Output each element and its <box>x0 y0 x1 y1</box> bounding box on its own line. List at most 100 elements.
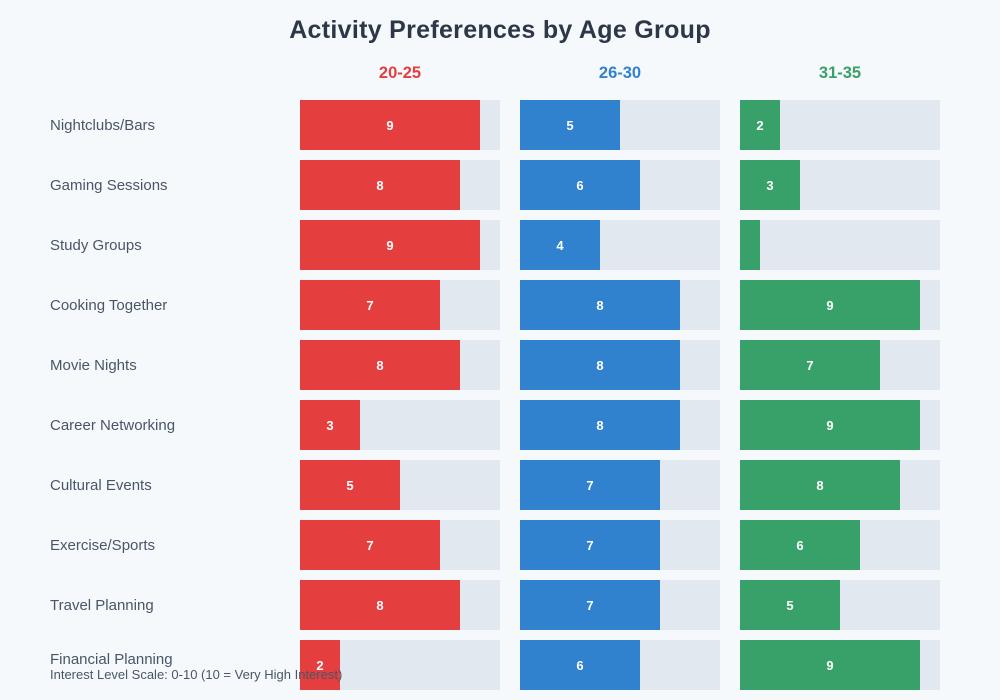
bar-track: 5 <box>300 460 500 510</box>
bar-20-25: 5 <box>300 460 400 510</box>
column-header-31-35: 31-35 <box>818 64 862 82</box>
bar-track: 4 <box>520 220 720 270</box>
bar-track: 2 <box>300 640 500 690</box>
chart-rows: Nightclubs/Bars 9 5 2 Gaming Sessions 8 6 3 Stud… <box>0 100 1000 700</box>
bar-track: 8 <box>300 160 500 210</box>
bar-value: 7 <box>586 597 594 613</box>
bar-track: 8 <box>520 280 720 330</box>
bar-track: 5 <box>740 580 940 630</box>
chart-row: Movie Nights 8 8 7 <box>0 340 1000 400</box>
bar-31-35 <box>740 220 760 270</box>
bar-20-25: 9 <box>300 220 480 270</box>
chart-row: Cooking Together 7 8 9 <box>0 280 1000 340</box>
bar-value: 6 <box>576 657 584 673</box>
bar-value: 9 <box>386 117 394 133</box>
bar-20-25: 8 <box>300 160 460 210</box>
bar-value: 8 <box>596 297 604 313</box>
bar-20-25: 9 <box>300 100 480 150</box>
bar-26-30: 6 <box>520 160 640 210</box>
bar-track: 3 <box>740 160 940 210</box>
activity-label: Nightclubs/Bars <box>50 116 156 134</box>
bar-value: 7 <box>806 357 814 373</box>
bar-20-25: 7 <box>300 520 440 570</box>
bar-track: 7 <box>520 520 720 570</box>
bar-value: 9 <box>826 417 834 433</box>
activity-label: Exercise/Sports <box>50 536 156 554</box>
bar-31-35: 9 <box>740 640 920 690</box>
bar-31-35: 9 <box>740 280 920 330</box>
chart-row: Study Groups 9 4 <box>0 220 1000 280</box>
chart-row: Financial Planning 2 6 9 <box>0 640 1000 700</box>
bar-track <box>740 220 940 270</box>
bar-20-25: 8 <box>300 580 460 630</box>
bar-20-25: 2 <box>300 640 340 690</box>
bar-value: 8 <box>596 417 604 433</box>
column-headers: 20-25 26-30 31-35 <box>300 64 960 83</box>
bar-31-35: 5 <box>740 580 840 630</box>
chart-row: Career Networking 3 8 9 <box>0 400 1000 460</box>
activity-label: Career Networking <box>50 416 176 434</box>
bar-26-30: 7 <box>520 520 660 570</box>
bar-track: 9 <box>740 280 940 330</box>
chart-row: Gaming Sessions 8 6 3 <box>0 160 1000 220</box>
bar-26-30: 8 <box>520 280 680 330</box>
bar-31-35: 3 <box>740 160 800 210</box>
bar-track: 8 <box>300 580 500 630</box>
bar-31-35: 9 <box>740 400 920 450</box>
bar-track: 6 <box>740 520 940 570</box>
bar-value: 6 <box>796 537 804 553</box>
column-header-20-25: 20-25 <box>378 64 422 82</box>
bar-track: 8 <box>300 340 500 390</box>
bar-value: 2 <box>316 657 324 673</box>
bar-value: 7 <box>366 537 374 553</box>
bar-track: 7 <box>300 280 500 330</box>
bar-31-35: 2 <box>740 100 780 150</box>
activity-label: Financial Planning <box>50 650 173 668</box>
bar-track: 7 <box>300 520 500 570</box>
bar-value: 3 <box>326 417 334 433</box>
bar-value: 6 <box>576 177 584 193</box>
column-header-26-30: 26-30 <box>598 64 642 82</box>
bar-track: 8 <box>520 400 720 450</box>
bar-26-30: 8 <box>520 340 680 390</box>
bar-26-30: 8 <box>520 400 680 450</box>
bar-track: 9 <box>740 400 940 450</box>
scale-caption: Interest Level Scale: 0-10 (10 = Very Hi… <box>50 667 343 682</box>
bar-value: 8 <box>816 477 824 493</box>
chart-row: Travel Planning 8 7 5 <box>0 580 1000 640</box>
bar-track: 9 <box>300 220 500 270</box>
bar-26-30: 7 <box>520 460 660 510</box>
bar-value: 7 <box>586 477 594 493</box>
activity-label: Movie Nights <box>50 356 137 374</box>
activity-label: Cooking Together <box>50 296 168 314</box>
activity-label: Cultural Events <box>50 476 152 494</box>
bar-track: 7 <box>520 580 720 630</box>
bar-value: 8 <box>376 177 384 193</box>
activity-label: Travel Planning <box>50 596 154 614</box>
bar-track: 6 <box>520 640 720 690</box>
bar-31-35: 8 <box>740 460 900 510</box>
chart-row: Exercise/Sports 7 7 6 <box>0 520 1000 580</box>
bar-value: 8 <box>596 357 604 373</box>
bar-track: 7 <box>520 460 720 510</box>
bar-20-25: 3 <box>300 400 360 450</box>
bar-track: 8 <box>740 460 940 510</box>
chart-row: Nightclubs/Bars 9 5 2 <box>0 100 1000 160</box>
bar-track: 6 <box>520 160 720 210</box>
bar-26-30: 4 <box>520 220 600 270</box>
bar-value: 5 <box>566 117 574 133</box>
bar-value: 8 <box>376 597 384 613</box>
bar-value: 2 <box>756 117 764 133</box>
bar-value: 4 <box>556 237 564 253</box>
bar-value: 3 <box>766 177 774 193</box>
bar-20-25: 8 <box>300 340 460 390</box>
bar-value: 5 <box>786 597 794 613</box>
bar-value: 7 <box>586 537 594 553</box>
chart-title: Activity Preferences by Age Group <box>289 16 711 44</box>
bar-value: 9 <box>386 237 394 253</box>
bar-track: 8 <box>520 340 720 390</box>
activity-label: Study Groups <box>50 236 142 254</box>
bar-track: 9 <box>740 640 940 690</box>
bar-track: 5 <box>520 100 720 150</box>
